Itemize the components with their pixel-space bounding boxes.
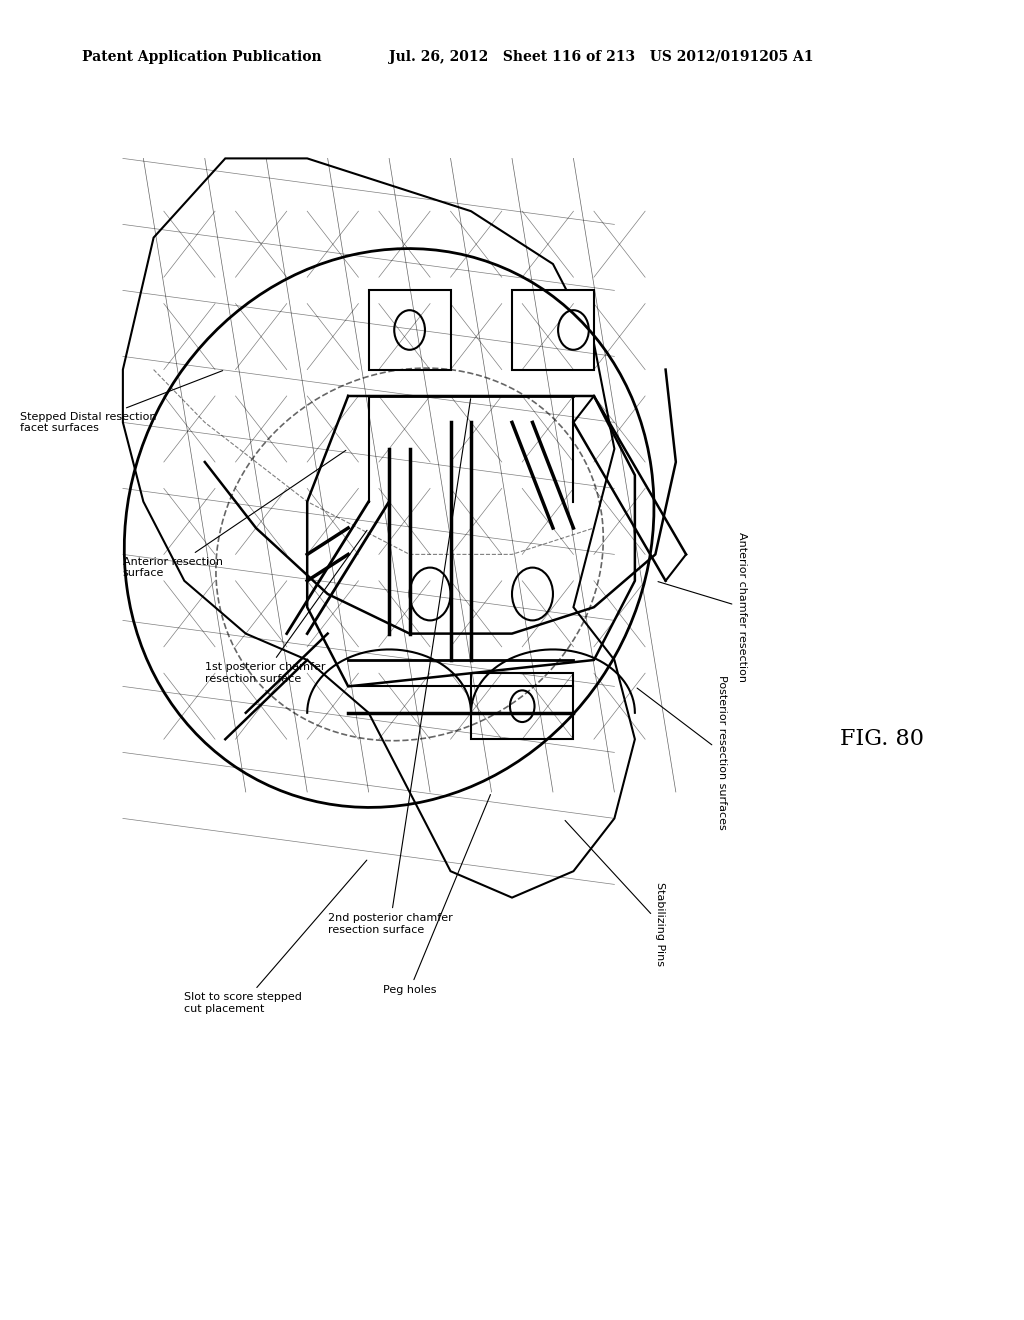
Text: Anterior chamfer resection: Anterior chamfer resection: [658, 532, 748, 682]
Text: Posterior resection surfaces: Posterior resection surfaces: [637, 675, 727, 830]
Text: Slot to score stepped
cut placement: Slot to score stepped cut placement: [184, 861, 367, 1014]
Text: Jul. 26, 2012   Sheet 116 of 213   US 2012/0191205 A1: Jul. 26, 2012 Sheet 116 of 213 US 2012/0…: [389, 50, 814, 65]
Bar: [369, 290, 451, 370]
Bar: [471, 673, 573, 739]
Text: 2nd posterior chamfer
resection surface: 2nd posterior chamfer resection surface: [328, 399, 471, 935]
Text: Stabilizing Pins: Stabilizing Pins: [565, 821, 666, 966]
Text: 1st posterior chamfer
resection surface: 1st posterior chamfer resection surface: [205, 531, 367, 684]
Text: Peg holes: Peg holes: [383, 795, 490, 995]
Bar: [512, 290, 594, 370]
Text: FIG. 80: FIG. 80: [840, 729, 924, 750]
Text: Patent Application Publication: Patent Application Publication: [82, 50, 322, 65]
Text: Anterior resection
surface: Anterior resection surface: [123, 450, 346, 578]
Text: Stepped Distal resection
facet surfaces: Stepped Distal resection facet surfaces: [20, 371, 222, 433]
